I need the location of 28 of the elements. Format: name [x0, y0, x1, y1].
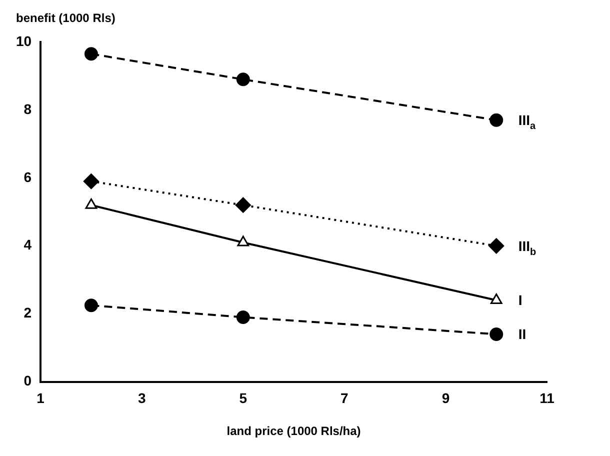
x-tick-label: 7: [340, 390, 349, 406]
point: [490, 113, 504, 127]
y-tick-label: 10: [16, 32, 32, 49]
point: [83, 174, 99, 190]
y-axis-title: benefit (1000 Rls): [16, 11, 116, 25]
x-tick-label: 11: [540, 390, 555, 406]
point: [490, 327, 504, 341]
series-label: II: [518, 326, 526, 342]
point: [84, 298, 98, 312]
y-tick-label: 0: [24, 372, 32, 389]
x-tick-label: 1: [36, 390, 45, 406]
point: [84, 47, 98, 61]
point: [237, 236, 250, 246]
point: [490, 294, 502, 304]
point: [236, 310, 250, 324]
x-tick-label: 9: [442, 390, 450, 406]
x-tick-label: 5: [239, 390, 248, 406]
point: [488, 238, 504, 254]
x-tick-label: 3: [138, 390, 146, 406]
y-tick-label: 2: [24, 304, 32, 321]
point: [235, 197, 251, 213]
x-axis-title: land price (1000 Rls/ha): [226, 424, 361, 438]
point: [236, 72, 250, 86]
y-tick-label: 8: [24, 100, 32, 117]
y-tick-label: 6: [24, 168, 32, 185]
y-tick-label: 4: [24, 236, 32, 253]
series-label: I: [518, 292, 522, 308]
point: [85, 198, 98, 209]
